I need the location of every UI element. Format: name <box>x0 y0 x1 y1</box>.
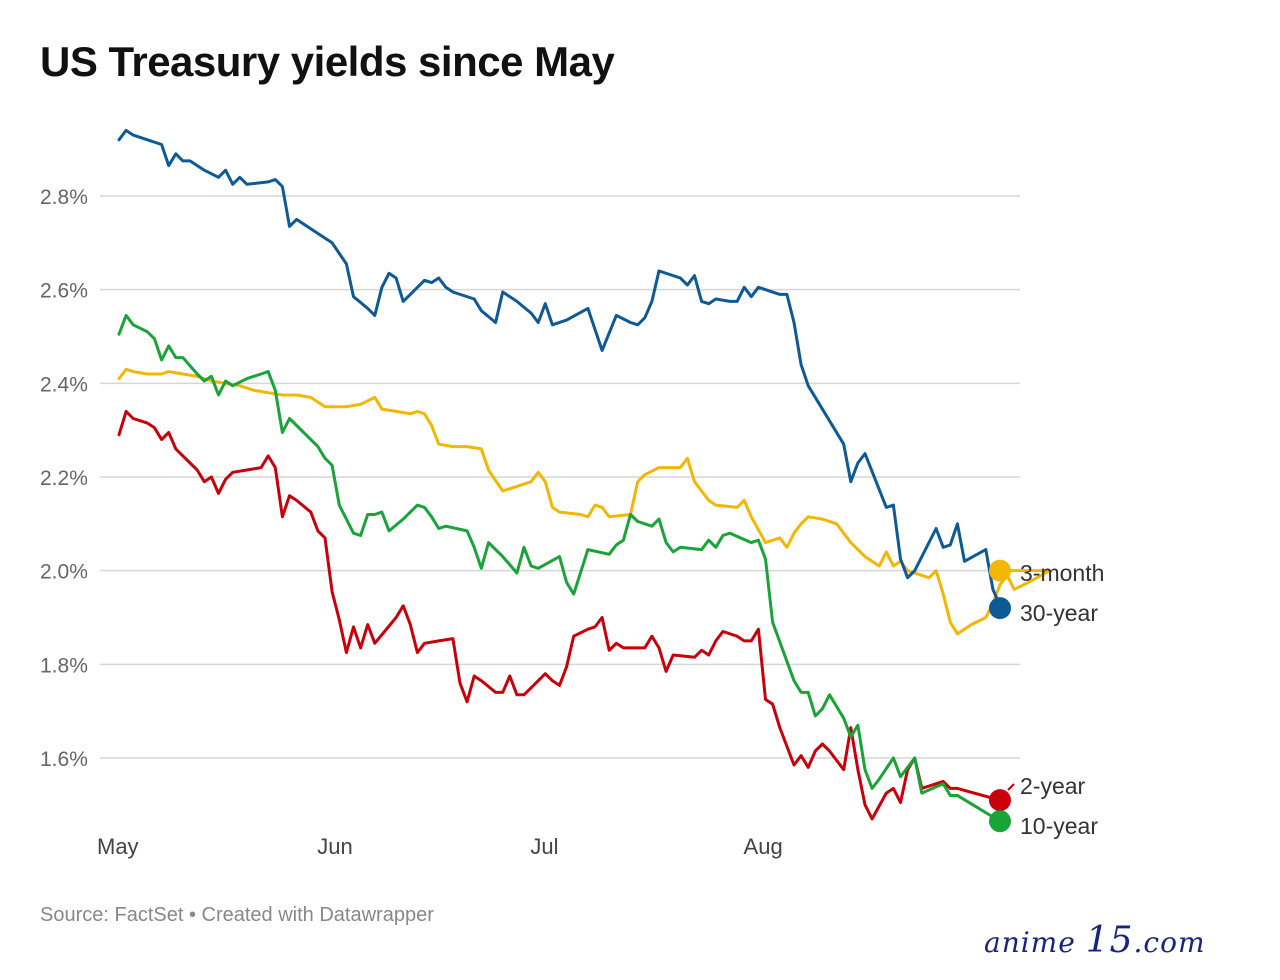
y-tick-label: 2.4% <box>40 373 88 396</box>
y-tick-label: 2.0% <box>40 561 88 584</box>
series-line-3-month <box>117 367 1052 636</box>
series-labels: 3-month 30-year 2-year 10-year <box>1007 560 1104 839</box>
y-tick-label: 2.2% <box>40 467 88 490</box>
series-label-30-year: 30-year <box>1020 600 1098 626</box>
y-axis-ticks: 1.6% 1.8% 2.0% 2.2% 2.4% 2.6% 2.8% <box>40 186 88 771</box>
chart-title: US Treasury yields since May <box>40 38 615 85</box>
2-year-leader-tick <box>1007 783 1015 791</box>
y-tick-label: 2.8% <box>40 186 88 209</box>
x-tick-label: Aug <box>744 834 783 859</box>
series-line-2-year <box>117 409 959 821</box>
x-tick-label: May <box>97 834 139 859</box>
end-markers <box>956 559 1050 833</box>
end-marker-10-year <box>989 810 1011 833</box>
end-marker-3-month <box>989 559 1011 582</box>
series-lines <box>117 128 1052 821</box>
y-tick-label: 2.6% <box>40 280 88 303</box>
gridlines <box>100 195 1020 759</box>
series-label-2-year: 2-year <box>1020 773 1086 799</box>
source-note: Source: FactSet • Created with Datawrapp… <box>40 904 434 926</box>
y-tick-label: 1.8% <box>40 654 88 677</box>
x-tick-label: Jun <box>317 834 352 859</box>
series-line-10-year <box>117 313 959 797</box>
series-label-3-month: 3-month <box>1020 560 1104 586</box>
series-line-30-year <box>117 128 1002 608</box>
watermark-logo: anime 15.com <box>984 920 1206 961</box>
end-marker-2-year <box>989 789 1011 812</box>
x-tick-label: Jul <box>530 834 558 859</box>
end-marker-30-year <box>989 597 1011 620</box>
series-label-10-year: 10-year <box>1020 813 1098 839</box>
x-axis-ticks: May Jun Jul Aug <box>97 834 783 859</box>
y-tick-label: 1.6% <box>40 748 88 771</box>
